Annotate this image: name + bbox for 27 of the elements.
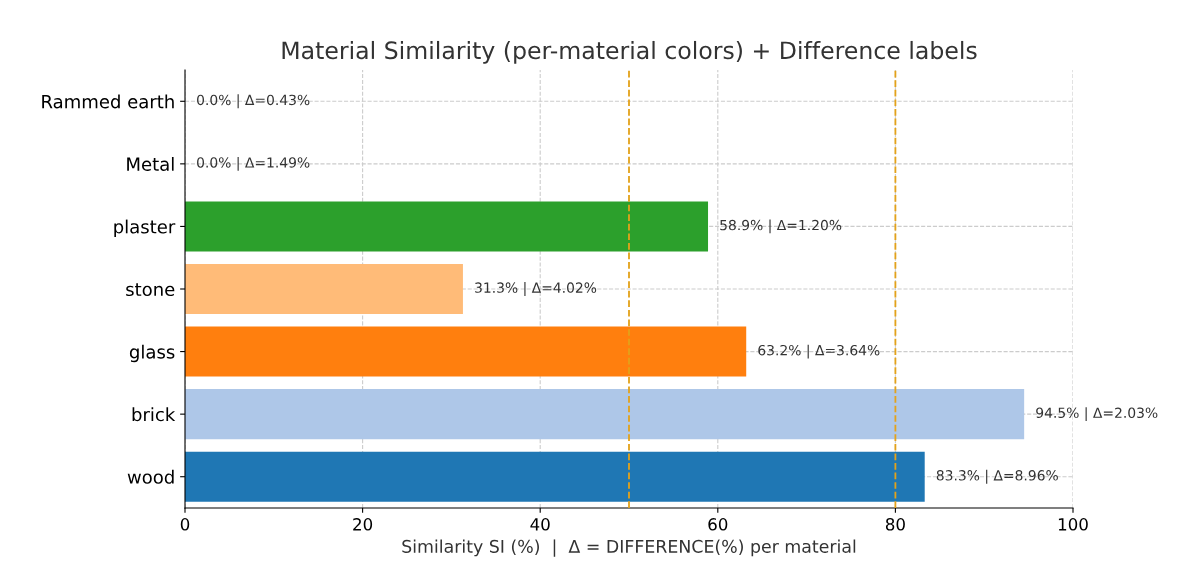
y-tick-label: stone xyxy=(126,283,175,297)
y-tick-label: plaster xyxy=(114,219,176,238)
y-tick-label: Metal xyxy=(127,157,174,171)
x-tick-label: 80 xyxy=(885,518,905,531)
data-label: 94.5% | Δ=2.03% xyxy=(1036,407,1158,422)
y-tick-label: wood xyxy=(127,469,174,484)
bar xyxy=(185,451,925,502)
data-label: 0.0% | Δ=1.49% xyxy=(197,156,310,171)
bar xyxy=(185,263,463,315)
x-tick-label: 0 xyxy=(180,518,190,531)
y-tick-label: Rammed earth xyxy=(42,94,174,109)
data-label: 31.3% | Δ=4.02% xyxy=(475,282,597,296)
data-label: 0.0% | Δ=0.43% xyxy=(197,94,310,109)
data-label: 83.3% | Δ=8.96% xyxy=(936,469,1058,484)
x-tick-label: 40 xyxy=(530,518,550,531)
x-tick-label: 60 xyxy=(708,518,728,531)
x-axis-title: Similarity SI (%) | Δ = DIFFERENCE(%) per material xyxy=(402,539,856,557)
bar xyxy=(185,389,1025,440)
y-tick-label: brick xyxy=(132,407,176,422)
data-label: 63.2% | Δ=3.64% xyxy=(758,344,880,359)
chart-title: Material Similarity (per-material colors) + Difference labels xyxy=(282,40,977,64)
bar xyxy=(185,201,709,252)
x-tick-label: 20 xyxy=(353,518,373,531)
y-tick-label: glass xyxy=(129,344,175,363)
bar xyxy=(185,326,747,377)
data-label: 58.9% | Δ=1.20% xyxy=(720,219,842,234)
x-tick-label: 100 xyxy=(1058,518,1088,531)
